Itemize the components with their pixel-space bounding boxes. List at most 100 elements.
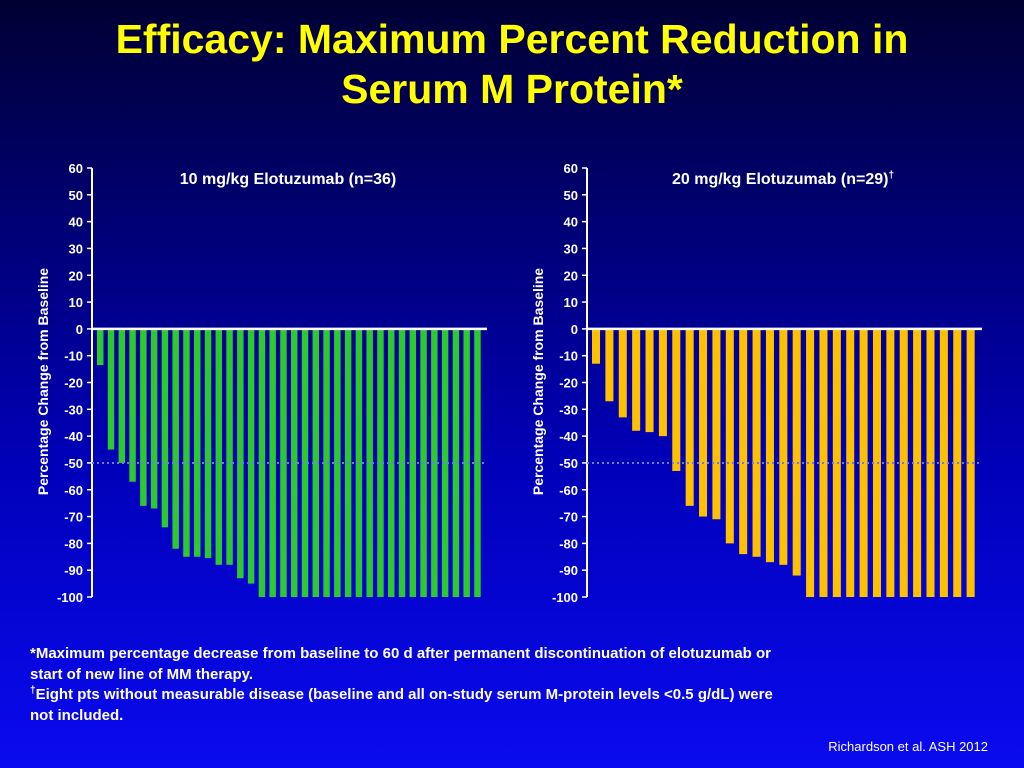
y-axis-label: Percentage Change from Baseline: [530, 268, 546, 495]
y-tick-label: -20: [64, 376, 83, 391]
y-tick-label: 0: [571, 322, 578, 337]
footnote-star-line-1: *Maximum percentage decrease from baseli…: [30, 645, 771, 662]
bar: [592, 328, 601, 364]
y-tick-label: -50: [64, 456, 83, 471]
chart-title-dagger: †: [888, 170, 894, 181]
bar: [107, 328, 115, 450]
bar: [97, 328, 104, 366]
footnote-star-line-2: start of new line of MM therapy.: [30, 665, 254, 683]
chart-10mg: 60 50 40 30 20 10 0 -10 -20 -30 -40 -50 -60 -70 -80 -90…: [35, 161, 487, 605]
y-tick-label: 30: [564, 241, 578, 256]
bar: [792, 328, 801, 576]
slide-title: Efficacy: Maximum Percent Reduction in S…: [0, 14, 1024, 114]
y-tick-label: -30: [64, 402, 83, 417]
y-tick-label: 10: [69, 295, 83, 310]
y-tick-label: -40: [64, 429, 83, 444]
bar: [645, 328, 654, 433]
bar: [658, 328, 667, 437]
footnote-dagger: †Eight pts without measurable disease (b…: [30, 685, 910, 726]
y-tick-label: -70: [559, 510, 578, 525]
bar: [605, 328, 614, 402]
bar: [140, 328, 147, 506]
y-tick-label: -70: [64, 510, 83, 525]
bar: [886, 328, 895, 598]
bar: [739, 328, 748, 555]
bar: [966, 328, 975, 598]
bar: [632, 328, 641, 431]
y-tick-label: -100: [552, 590, 578, 605]
y-tick-label: -90: [64, 563, 83, 578]
title-line-2: Serum M Protein*: [341, 66, 683, 112]
chart-title: 20 mg/kg Elotuzumab (n=29)†: [672, 170, 894, 188]
title-line-1: Efficacy: Maximum Percent Reduction in: [115, 16, 909, 62]
bar: [183, 328, 190, 557]
bar: [672, 328, 681, 471]
footnotes: *Maximum percentage decrease from baseli…: [30, 644, 910, 726]
bar: [312, 328, 320, 598]
bar: [431, 328, 438, 598]
y-tick-label: 20: [69, 268, 83, 283]
bar: [366, 328, 373, 598]
bar: [685, 328, 694, 506]
y-tick-label: 30: [69, 241, 83, 256]
bar: [441, 328, 449, 598]
bar: [247, 328, 255, 584]
y-axis-label: Percentage Change from Baseline: [35, 268, 51, 495]
y-tick-label: 40: [69, 215, 83, 230]
footnote-dagger-line-2: not included.: [30, 706, 124, 724]
bar: [452, 328, 460, 598]
y-tick-label: -90: [559, 563, 578, 578]
bar: [204, 328, 212, 559]
y-tick-label: 0: [76, 322, 83, 337]
bar: [926, 328, 935, 598]
y-tick-label: -10: [64, 349, 83, 364]
bar: [150, 328, 158, 509]
bar: [323, 328, 330, 598]
bar: [377, 328, 384, 598]
chart-title-text: 10 mg/kg Elotuzumab (n=36): [180, 171, 396, 188]
bar: [699, 328, 708, 517]
bar: [765, 328, 774, 563]
y-tick-label: 50: [69, 188, 83, 203]
bar: [258, 328, 266, 598]
dagger-symbol: †: [30, 685, 36, 696]
bar: [806, 328, 815, 598]
y-tick-label: -30: [559, 402, 578, 417]
y-tick-label: -60: [559, 483, 578, 498]
y-tick-label: -100: [57, 590, 83, 605]
bar: [846, 328, 855, 598]
footnote-star: *Maximum percentage decrease from baseli…: [30, 644, 910, 685]
bar: [388, 328, 395, 598]
bar: [237, 328, 244, 579]
bar: [712, 328, 721, 520]
citation: Richardson et al. ASH 2012: [828, 739, 988, 754]
bar: [194, 328, 201, 557]
bar: [129, 328, 136, 482]
y-tick-label: 40: [564, 215, 578, 230]
bar: [172, 328, 179, 549]
bar: [752, 328, 761, 557]
bar: [215, 328, 223, 565]
bar: [832, 328, 841, 598]
bar: [779, 328, 788, 565]
bar: [226, 328, 233, 565]
y-tick-label: 20: [564, 268, 578, 283]
bar: [301, 328, 309, 598]
bar: [291, 328, 298, 598]
chart-title: 10 mg/kg Elotuzumab (n=36): [180, 171, 396, 188]
bar: [463, 328, 470, 598]
bar: [161, 328, 169, 528]
y-tick-label: 60: [564, 161, 578, 176]
bar: [118, 328, 126, 463]
y-tick-label: -20: [559, 376, 578, 391]
y-tick-label: -60: [64, 483, 83, 498]
y-tick-label: 60: [69, 161, 83, 176]
y-tick-label: 50: [564, 188, 578, 203]
bar: [725, 328, 734, 544]
y-tick-label: -10: [559, 349, 578, 364]
y-tick-label: -40: [559, 429, 578, 444]
y-tick-label: -80: [64, 536, 83, 551]
chart-title-text: 20 mg/kg Elotuzumab (n=29): [672, 171, 888, 188]
chart-20mg: 60 50 40 30 20 10 0 -10 -20 -30 -40 -50 -60 -70 -80 -90…: [530, 161, 982, 605]
